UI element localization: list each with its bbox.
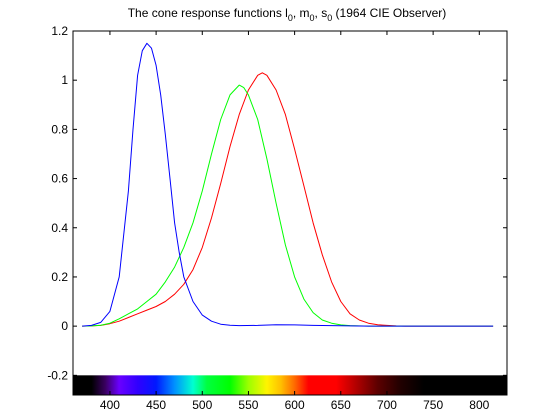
title-suffix: (1964 CIE Observer) [332,6,446,20]
y-tick-label: 0.2 [51,270,68,284]
l-cone-curve [82,72,494,327]
x-tick-label: 750 [423,398,443,412]
title-mid-m: , m [293,6,310,20]
series-group [82,42,494,327]
y-tick-label: 0 [61,319,68,333]
x-tick-label: 700 [377,398,397,412]
x-tick-label: 400 [100,398,120,412]
spectrum-bar [73,375,507,395]
x-tick-label: 550 [238,398,258,412]
title-sub-l: 0 [288,13,293,23]
x-tick-label: 600 [285,398,305,412]
y-tick-label: 0.6 [51,172,68,186]
y-tick-label: 1.2 [51,24,68,38]
y-tick-label: 1 [61,73,68,87]
title-sub-s: 0 [327,13,332,23]
title-mid-s: , s [315,6,328,20]
title-prefix: The cone response functions l [128,6,288,20]
x-tick-label: 500 [192,398,212,412]
y-tick-label: 0.8 [51,122,68,136]
x-tick-label: 800 [469,398,489,412]
y-tick-label: -0.2 [47,368,68,382]
spectrum-colorbar [73,375,507,395]
x-tick-label: 650 [331,398,351,412]
s-cone-curve [82,42,494,327]
chart-title: The cone response functions l0, m0, s0 (… [128,6,447,23]
x-tick-label: 450 [146,398,166,412]
axes: 400 450 500 550 600 650 700 750 800 -0.2 0 0.2 0.4 0.… [47,24,507,412]
title-sub-m: 0 [310,13,315,23]
y-tick-label: 0.4 [51,221,68,235]
plot-frame [72,30,508,396]
